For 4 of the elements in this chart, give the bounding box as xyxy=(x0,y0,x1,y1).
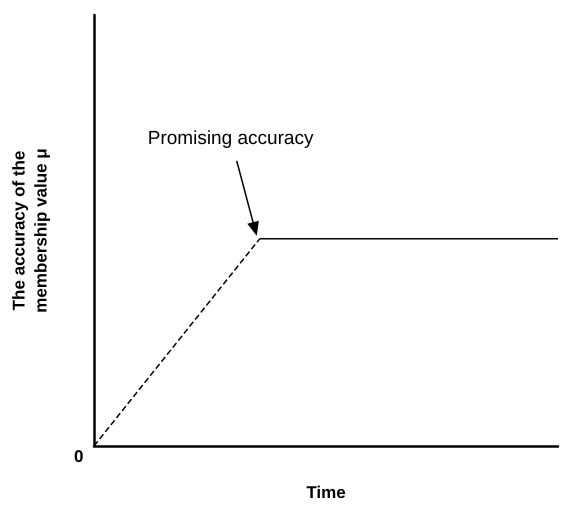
y-axis-title: The accuracy of the membership value μ xyxy=(10,148,50,313)
x-axis-title: Time xyxy=(306,483,346,502)
text: 0 xyxy=(74,447,84,466)
text: Promising accuracy xyxy=(148,128,314,149)
